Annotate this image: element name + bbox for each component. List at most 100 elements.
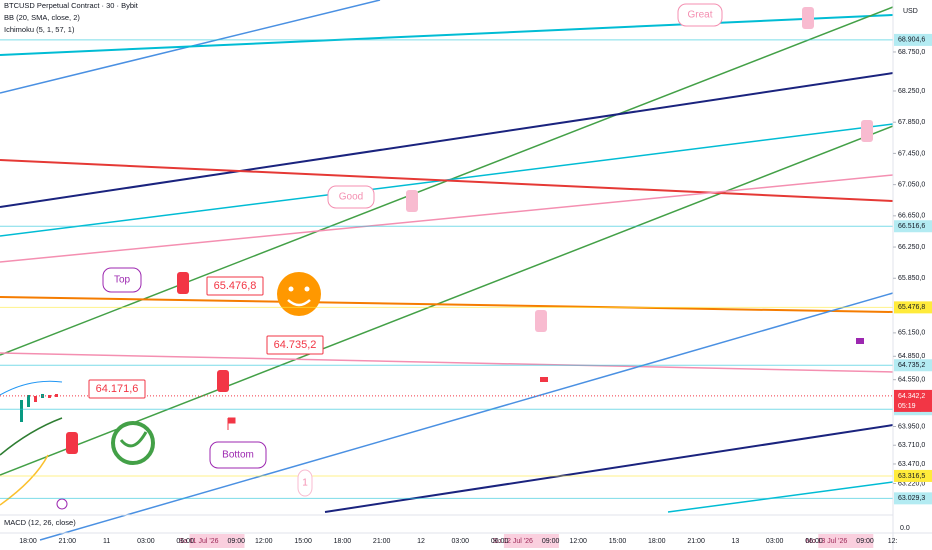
y-tick-label: 67.850,0 <box>898 119 925 126</box>
annotation-box <box>88 379 146 399</box>
smiley-mouth <box>287 299 311 307</box>
trend-line <box>0 159 894 202</box>
date-highlight <box>503 534 559 548</box>
price-level-marker <box>894 301 932 314</box>
macd-axis-label: 0.0 <box>900 525 910 532</box>
annotation-box <box>206 276 264 296</box>
x-tick-label: 03:00 <box>766 538 784 545</box>
flag-icon <box>856 338 864 344</box>
smiley-icon <box>277 272 321 316</box>
y-tick-label: 63.220,0 <box>898 480 925 487</box>
x-tick-label: 09:00 <box>856 538 874 545</box>
last-price-label: 64.342,2 <box>898 393 925 400</box>
price-axis <box>893 0 932 550</box>
x-tick-label: 06:00 <box>176 538 194 545</box>
y-tick-label: 64.850,0 <box>898 353 925 360</box>
annotation-box <box>327 185 375 209</box>
smiley-eye <box>288 286 294 292</box>
x-tick-label: 13 <box>732 538 740 545</box>
trend-line <box>0 174 894 263</box>
x-tick-label: 03:00 <box>137 538 155 545</box>
x-tick-label: 18:00 <box>648 538 666 545</box>
annotation-text: Good <box>339 192 363 203</box>
face-icon <box>111 421 155 465</box>
date-highlight <box>818 534 874 548</box>
flag-icon <box>227 417 236 430</box>
candle <box>20 400 23 422</box>
face-mouth <box>119 431 148 448</box>
price-level-marker <box>894 33 932 46</box>
alert-icon <box>56 498 68 510</box>
y-tick-label: 63.950,0 <box>898 423 925 430</box>
annotation-text: Bottom <box>222 450 254 461</box>
candle <box>48 395 51 398</box>
price-level-marker <box>894 359 932 372</box>
trend-line <box>0 296 894 313</box>
annotation-text: Great <box>687 10 712 21</box>
hand-icon <box>177 272 189 294</box>
x-tick-label: 03:00 <box>452 538 470 545</box>
hand-icon <box>535 310 547 332</box>
y-tick-label: 65.850,0 <box>898 275 925 282</box>
hand-icon <box>802 7 814 29</box>
indicator-label: Ichimoku (5, 1, 57, 1) <box>4 25 75 34</box>
indicator-label: BB (20, SMA, close, 2) <box>4 13 80 22</box>
macd-title: MACD (12, 26, close) <box>4 518 76 527</box>
annotation-text: 64.171,6 <box>96 383 139 395</box>
x-tick-label: 06:00 <box>491 538 509 545</box>
date-highlight-label: Su 12 Jul '26 <box>493 538 533 545</box>
price-level-label: 66.516,6 <box>898 223 925 230</box>
trend-line <box>667 481 894 513</box>
x-tick-label: 21:00 <box>59 538 77 545</box>
x-tick-label: 06:00 <box>805 538 823 545</box>
x-tick-label: 12 <box>417 538 425 545</box>
x-tick-label: 15:00 <box>294 538 312 545</box>
y-tick-label: 64.550,0 <box>898 377 925 384</box>
date-highlight <box>189 534 245 548</box>
annotation-box <box>102 267 142 293</box>
y-tick-label: 65.150,0 <box>898 330 925 337</box>
hand-icon <box>66 432 78 454</box>
annotation-text: Top <box>114 275 131 286</box>
x-tick-label: 12:00 <box>255 538 273 545</box>
currency-label: USD <box>903 8 918 15</box>
x-tick-label: 12:00 <box>569 538 587 545</box>
x-tick-label: 21:00 <box>373 538 391 545</box>
x-tick-label: 09:00 <box>542 538 560 545</box>
symbol-title: BTCUSD Perpetual Contract · 30 · Bybit <box>4 1 139 10</box>
candle <box>34 396 37 402</box>
price-level-marker <box>894 469 932 482</box>
hand-icon <box>406 190 418 212</box>
y-tick-label: 68.250,0 <box>898 88 925 95</box>
flag-icon <box>540 377 548 382</box>
annotation-text: 64.735,2 <box>274 339 317 351</box>
x-tick-label: 21:00 <box>687 538 705 545</box>
annotation-box <box>677 3 723 27</box>
price-level-marker <box>894 220 932 233</box>
smiley-eye <box>304 286 310 292</box>
trend-line <box>0 72 894 208</box>
price-level-label: 65.476,8 <box>898 304 925 311</box>
hand-icon <box>861 120 873 142</box>
annotation-text: 1 <box>302 478 308 489</box>
x-tick-label: 18:00 <box>334 538 352 545</box>
annotation-box <box>266 335 324 355</box>
x-tick-label: 15:00 <box>609 538 627 545</box>
date-highlight-label: Mo 13 Jul '26 <box>806 538 848 545</box>
price-level-label: 63.029,3 <box>898 495 925 502</box>
x-tick-label: 12: <box>888 538 898 545</box>
annotation-text: 65.476,8 <box>214 280 257 292</box>
trend-lines <box>0 0 894 541</box>
icons <box>56 7 873 510</box>
y-tick-label: 63.710,0 <box>898 442 925 449</box>
bollinger-band <box>0 380 63 396</box>
y-tick-label: 68.750,0 <box>898 49 925 56</box>
ichimoku-line <box>0 454 49 506</box>
trend-line <box>324 424 894 513</box>
price-level-marker <box>894 492 932 505</box>
price-level-label: 63.316,5 <box>898 473 925 480</box>
x-tick-label: 09:00 <box>228 538 246 545</box>
trend-line <box>0 352 894 373</box>
